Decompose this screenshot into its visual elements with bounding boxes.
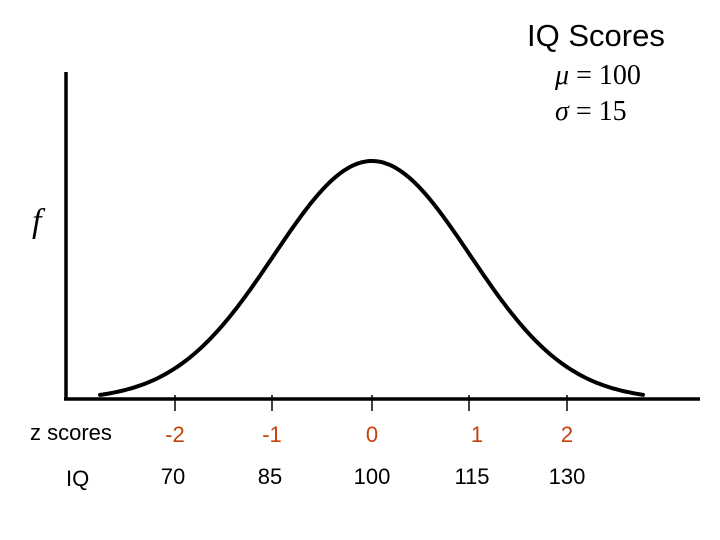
iq-tick-label: 85	[257, 464, 283, 489]
sigma-symbol: σ	[555, 96, 569, 127]
iq-tick-label: 115	[454, 464, 490, 489]
iq-row-label: IQ	[66, 466, 90, 491]
z-tick-label: 1	[470, 422, 484, 447]
mean-value: = 100	[569, 60, 641, 91]
iq-tick-label: 100	[353, 464, 391, 489]
tick-marks	[174, 395, 568, 411]
z-tick-label: -1	[262, 422, 282, 447]
mu-symbol: μ	[555, 60, 570, 91]
sd-label: σ = 15	[555, 96, 627, 128]
z-tick-label: 0	[365, 422, 379, 447]
mean-label: μ = 100	[555, 60, 641, 92]
sd-value: = 15	[568, 96, 627, 127]
normal-curve	[98, 159, 645, 397]
frequency-axis-label: f	[32, 203, 42, 240]
z-tick-label: 2	[560, 422, 574, 447]
z-tick-label: -2	[165, 422, 185, 447]
z-scores-row-label: z scores	[30, 420, 112, 445]
diagram-title: IQ Scores	[527, 18, 665, 53]
iq-tick-label: 70	[160, 464, 186, 489]
iq-tick-label: 130	[548, 464, 586, 489]
